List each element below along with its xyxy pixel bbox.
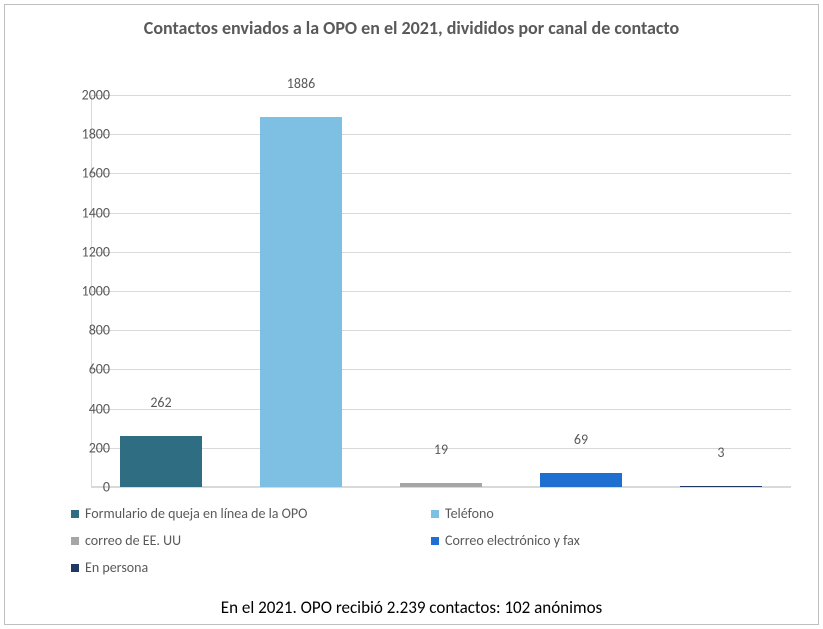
legend-item: correo de EE. UU bbox=[71, 532, 431, 549]
chart-container: Contactos enviados a la OPO en el 2021, … bbox=[4, 4, 819, 625]
legend-label: correo de EE. UU bbox=[85, 532, 181, 549]
legend: Formulario de queja en línea de la OPO Te… bbox=[71, 505, 791, 576]
gridline bbox=[91, 134, 791, 135]
gridline bbox=[91, 173, 791, 174]
chart-title: Contactos enviados a la OPO en el 2021, … bbox=[5, 5, 818, 48]
footer-note: En el 2021. OPO recibió 2.239 contactos:… bbox=[5, 597, 818, 618]
bar bbox=[120, 436, 201, 487]
legend-swatch bbox=[71, 564, 79, 572]
legend-label: Teléfono bbox=[445, 505, 494, 522]
y-tick-label: 800 bbox=[50, 322, 110, 339]
legend-swatch bbox=[431, 510, 439, 518]
y-tick-label: 1600 bbox=[50, 165, 110, 182]
legend-item: Teléfono bbox=[431, 505, 791, 522]
bar-value-label: 1886 bbox=[250, 75, 351, 96]
y-tick-label: 2000 bbox=[50, 87, 110, 104]
y-tick-label: 1800 bbox=[50, 126, 110, 143]
legend-label: Formulario de queja en línea de la OPO bbox=[85, 505, 307, 522]
legend-item: Formulario de queja en línea de la OPO bbox=[71, 505, 431, 522]
legend-item: En persona bbox=[71, 559, 431, 576]
gridline bbox=[91, 95, 791, 96]
gridline bbox=[91, 291, 791, 292]
gridline bbox=[91, 487, 791, 488]
bar-value-label: 69 bbox=[530, 431, 631, 452]
gridline bbox=[91, 213, 791, 214]
bar-value-label: 19 bbox=[390, 441, 491, 462]
legend-swatch bbox=[71, 510, 79, 518]
legend-label: Correo electrónico y fax bbox=[445, 532, 580, 549]
gridline bbox=[91, 369, 791, 370]
bar bbox=[680, 486, 761, 487]
legend-label: En persona bbox=[85, 559, 148, 576]
y-tick-label: 0 bbox=[50, 479, 110, 496]
bar-value-label: 3 bbox=[670, 444, 771, 465]
legend-swatch bbox=[431, 537, 439, 545]
bar bbox=[400, 483, 481, 487]
y-tick-label: 1400 bbox=[50, 204, 110, 221]
y-tick-label: 600 bbox=[50, 361, 110, 378]
legend-item: Correo electrónico y fax bbox=[431, 532, 791, 549]
bar bbox=[540, 473, 621, 487]
bar-value-label: 262 bbox=[110, 394, 211, 415]
plot-area: 262188619693 bbox=[91, 95, 791, 487]
legend-swatch bbox=[71, 537, 79, 545]
y-tick-label: 200 bbox=[50, 439, 110, 456]
gridline bbox=[91, 252, 791, 253]
y-tick-label: 400 bbox=[50, 400, 110, 417]
gridline bbox=[91, 330, 791, 331]
y-tick-label: 1200 bbox=[50, 243, 110, 260]
y-tick-label: 1000 bbox=[50, 283, 110, 300]
bar bbox=[260, 117, 341, 487]
